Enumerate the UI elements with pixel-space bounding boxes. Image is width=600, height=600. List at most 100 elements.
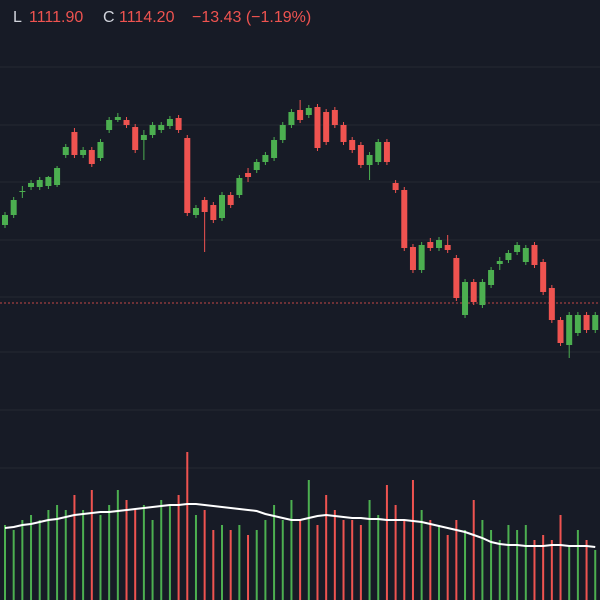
volume-bar	[134, 510, 137, 600]
close-value: 1114.20	[119, 9, 175, 26]
candle-body	[548, 288, 555, 320]
volume-bar	[438, 525, 440, 600]
volume-bar	[247, 535, 250, 600]
volume-bar	[229, 530, 232, 600]
candle-body	[262, 155, 269, 162]
volume-bar	[203, 510, 206, 600]
volume-bar	[64, 510, 67, 600]
volume-bar	[594, 550, 597, 600]
volume-bar	[550, 540, 553, 600]
candle-body	[453, 258, 460, 298]
volume-bar	[290, 500, 293, 600]
candle-body	[71, 132, 78, 155]
volume-bar	[394, 505, 397, 600]
volume-bar	[4, 525, 6, 600]
candle-body	[357, 145, 364, 165]
volume-bar	[325, 495, 328, 600]
candle-body	[305, 108, 312, 115]
grid	[0, 66, 600, 469]
volume-bar	[90, 490, 93, 600]
volume-bar	[368, 500, 371, 600]
volume-ma-line	[4, 503, 596, 548]
volume-bar	[490, 530, 493, 600]
candle-body	[375, 142, 382, 162]
volume-bar	[420, 510, 423, 600]
volume-bar	[516, 530, 519, 600]
volume-bar	[160, 500, 163, 600]
candle-body	[236, 178, 243, 195]
candle-body	[409, 247, 416, 270]
candle-body	[314, 107, 321, 148]
candle-body	[566, 315, 573, 345]
volume-bar	[403, 520, 406, 600]
candle-body	[522, 248, 529, 262]
candle-body	[540, 262, 547, 292]
candle-body	[479, 282, 486, 305]
change-value: −13.43 (−1.19%)	[192, 9, 311, 26]
candle-body	[201, 200, 208, 212]
candle-body	[184, 138, 191, 213]
volume-bar	[30, 515, 33, 600]
volume-bar	[221, 525, 223, 600]
candle-body	[488, 270, 495, 285]
volume-bar	[351, 520, 354, 600]
volume-bar	[464, 530, 467, 600]
volume-bar	[56, 505, 59, 600]
volume-bar	[455, 520, 458, 600]
volume-bar	[359, 525, 362, 600]
low-label: L	[13, 9, 22, 26]
low-value: 1111.90	[29, 9, 83, 26]
candle-body	[574, 315, 581, 333]
candle-body	[54, 168, 61, 185]
volume-bar	[316, 525, 319, 600]
close-label: C	[103, 9, 115, 26]
volume-bar	[429, 520, 432, 600]
volume-bar	[116, 490, 119, 600]
candle-body	[114, 117, 121, 120]
candle-body	[210, 205, 217, 220]
candle-body	[271, 140, 278, 158]
volume-bar	[168, 505, 171, 600]
volume-bar	[273, 505, 276, 600]
candle-body	[132, 127, 139, 150]
volume-bar	[38, 520, 41, 600]
candle-body	[123, 120, 130, 125]
volume-bar	[212, 530, 215, 600]
candle-body	[505, 253, 512, 260]
candle-body	[583, 315, 590, 330]
volume-bar	[333, 510, 336, 600]
volume-bar	[151, 520, 154, 600]
volume-bar	[307, 480, 310, 600]
volume-bar	[47, 510, 50, 600]
candle-body	[140, 135, 147, 140]
volume-bar	[559, 515, 562, 600]
volume-bar	[82, 510, 85, 600]
candle-body	[401, 190, 408, 248]
candle-body	[462, 282, 469, 315]
volume-bar	[446, 535, 449, 600]
candle-body	[80, 150, 87, 155]
volume-bar	[299, 520, 302, 600]
candle-body	[392, 183, 399, 190]
volume-bar	[255, 530, 258, 600]
candle-body	[297, 110, 304, 120]
volume-bar	[507, 525, 510, 600]
volume-bar	[385, 485, 388, 600]
volume-bar	[12, 530, 15, 600]
candle-body	[383, 142, 390, 162]
candle-body	[340, 125, 347, 142]
volume-bar	[524, 525, 527, 600]
candle-body	[436, 240, 442, 248]
volume-bar	[472, 500, 475, 600]
volume-bar	[481, 520, 484, 600]
volume-bar	[177, 495, 180, 600]
volume-bar	[73, 495, 76, 600]
volume-bar	[125, 500, 128, 600]
volume-bar	[342, 520, 345, 600]
candle-body	[2, 215, 8, 225]
candle-body	[245, 173, 252, 177]
candle-body	[288, 112, 295, 125]
